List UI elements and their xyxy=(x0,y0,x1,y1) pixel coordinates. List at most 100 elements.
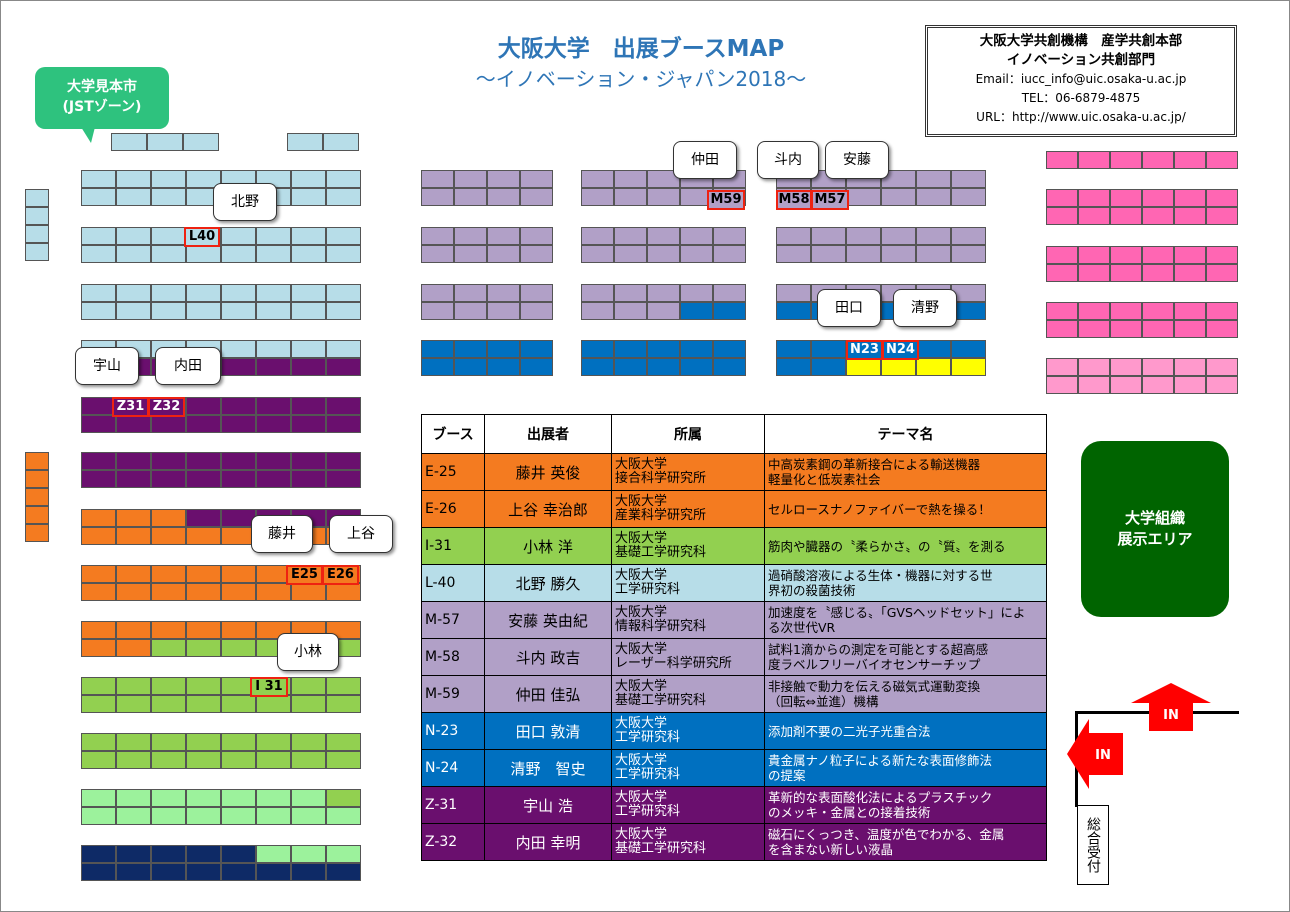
booth-cell[interactable] xyxy=(713,284,746,302)
booth-cell[interactable] xyxy=(291,358,326,376)
booth-cell[interactable] xyxy=(81,733,116,751)
booth-cell[interactable] xyxy=(326,789,361,807)
booth-tag-N23[interactable]: N23 xyxy=(846,340,883,360)
booth-cell[interactable] xyxy=(1206,151,1238,169)
booth-cell[interactable] xyxy=(151,452,186,470)
booth-cell[interactable] xyxy=(151,470,186,488)
booth-tag-Z32[interactable]: Z32 xyxy=(148,397,185,417)
booth-cell[interactable] xyxy=(151,677,186,695)
booth-cell[interactable] xyxy=(811,358,846,376)
booth-cell[interactable] xyxy=(116,845,151,863)
booth-cell[interactable] xyxy=(221,863,256,881)
booth-cell[interactable] xyxy=(881,358,916,376)
booth-cell[interactable] xyxy=(116,789,151,807)
booth-cell[interactable] xyxy=(713,245,746,263)
booth-cell[interactable] xyxy=(81,170,116,188)
booth-cell[interactable] xyxy=(647,284,680,302)
booth-tag-L40[interactable]: L40 xyxy=(184,227,220,247)
booth-cell[interactable] xyxy=(291,302,326,320)
booth-cell[interactable] xyxy=(291,807,326,825)
booth-tag-N24[interactable]: N24 xyxy=(882,340,919,360)
booth-cell[interactable] xyxy=(183,133,219,151)
booth-cell[interactable] xyxy=(186,807,221,825)
booth-cell[interactable] xyxy=(1110,376,1142,394)
booth-cell[interactable] xyxy=(487,227,520,245)
booth-cell[interactable] xyxy=(581,245,614,263)
booth-cell[interactable] xyxy=(1078,246,1110,264)
booth-cell[interactable] xyxy=(291,845,326,863)
booth-cell[interactable] xyxy=(1174,264,1206,282)
booth-cell[interactable] xyxy=(713,227,746,245)
booth-cell[interactable] xyxy=(326,415,361,433)
booth-cell[interactable] xyxy=(186,583,221,601)
booth-cell[interactable] xyxy=(151,789,186,807)
booth-cell[interactable] xyxy=(520,284,553,302)
booth-cell[interactable] xyxy=(256,583,291,601)
booth-cell[interactable] xyxy=(291,415,326,433)
booth-cell[interactable] xyxy=(291,188,326,206)
booth-cell[interactable] xyxy=(151,845,186,863)
booth-cell[interactable] xyxy=(151,509,186,527)
booth-cell[interactable] xyxy=(186,863,221,881)
booth-cell[interactable] xyxy=(221,789,256,807)
booth-cell[interactable] xyxy=(846,227,881,245)
booth-cell[interactable] xyxy=(881,170,916,188)
booth-cell[interactable] xyxy=(221,733,256,751)
booth-cell[interactable] xyxy=(1174,189,1206,207)
booth-cell[interactable] xyxy=(221,245,256,263)
booth-cell[interactable] xyxy=(454,188,487,206)
booth-cell[interactable] xyxy=(1046,320,1078,338)
booth-cell[interactable] xyxy=(1206,189,1238,207)
booth-cell[interactable] xyxy=(1206,376,1238,394)
booth-cell[interactable] xyxy=(421,340,454,358)
booth-cell[interactable] xyxy=(116,583,151,601)
booth-cell[interactable] xyxy=(1174,358,1206,376)
booth-cell[interactable] xyxy=(81,789,116,807)
booth-cell[interactable] xyxy=(116,245,151,263)
booth-cell[interactable] xyxy=(581,302,614,320)
booth-cell[interactable] xyxy=(1142,246,1174,264)
booth-cell[interactable] xyxy=(581,170,614,188)
booth-cell[interactable] xyxy=(1110,151,1142,169)
booth-cell[interactable] xyxy=(614,188,647,206)
booth-cell[interactable] xyxy=(81,621,116,639)
booth-cell[interactable] xyxy=(846,358,881,376)
booth-cell[interactable] xyxy=(151,565,186,583)
booth-cell[interactable] xyxy=(186,733,221,751)
booth-cell[interactable] xyxy=(326,397,361,415)
booth-cell[interactable] xyxy=(811,340,846,358)
booth-cell[interactable] xyxy=(454,302,487,320)
booth-cell[interactable] xyxy=(221,807,256,825)
booth-cell[interactable] xyxy=(1078,376,1110,394)
booth-cell[interactable] xyxy=(116,733,151,751)
booth-cell[interactable] xyxy=(147,133,183,151)
booth-cell[interactable] xyxy=(326,227,361,245)
booth-cell[interactable] xyxy=(487,340,520,358)
booth-cell[interactable] xyxy=(1142,320,1174,338)
booth-cell[interactable] xyxy=(81,863,116,881)
booth-cell[interactable] xyxy=(116,227,151,245)
booth-cell[interactable] xyxy=(151,621,186,639)
booth-cell[interactable] xyxy=(221,340,256,358)
booth-cell[interactable] xyxy=(25,524,49,542)
booth-cell[interactable] xyxy=(454,284,487,302)
booth-cell[interactable] xyxy=(116,284,151,302)
booth-cell[interactable] xyxy=(1206,320,1238,338)
booth-cell[interactable] xyxy=(647,302,680,320)
booth-cell[interactable] xyxy=(81,470,116,488)
booth-cell[interactable] xyxy=(713,340,746,358)
booth-cell[interactable] xyxy=(256,245,291,263)
booth-tag-M57[interactable]: M57 xyxy=(811,190,849,210)
booth-cell[interactable] xyxy=(326,695,361,713)
booth-cell[interactable] xyxy=(291,340,326,358)
booth-cell[interactable] xyxy=(1078,151,1110,169)
booth-cell[interactable] xyxy=(256,340,291,358)
booth-cell[interactable] xyxy=(581,227,614,245)
booth-cell[interactable] xyxy=(1174,320,1206,338)
booth-tag-Z31[interactable]: Z31 xyxy=(112,397,149,417)
booth-cell[interactable] xyxy=(581,340,614,358)
booth-cell[interactable] xyxy=(1046,189,1078,207)
booth-cell[interactable] xyxy=(256,452,291,470)
booth-cell[interactable] xyxy=(291,789,326,807)
booth-cell[interactable] xyxy=(487,188,520,206)
